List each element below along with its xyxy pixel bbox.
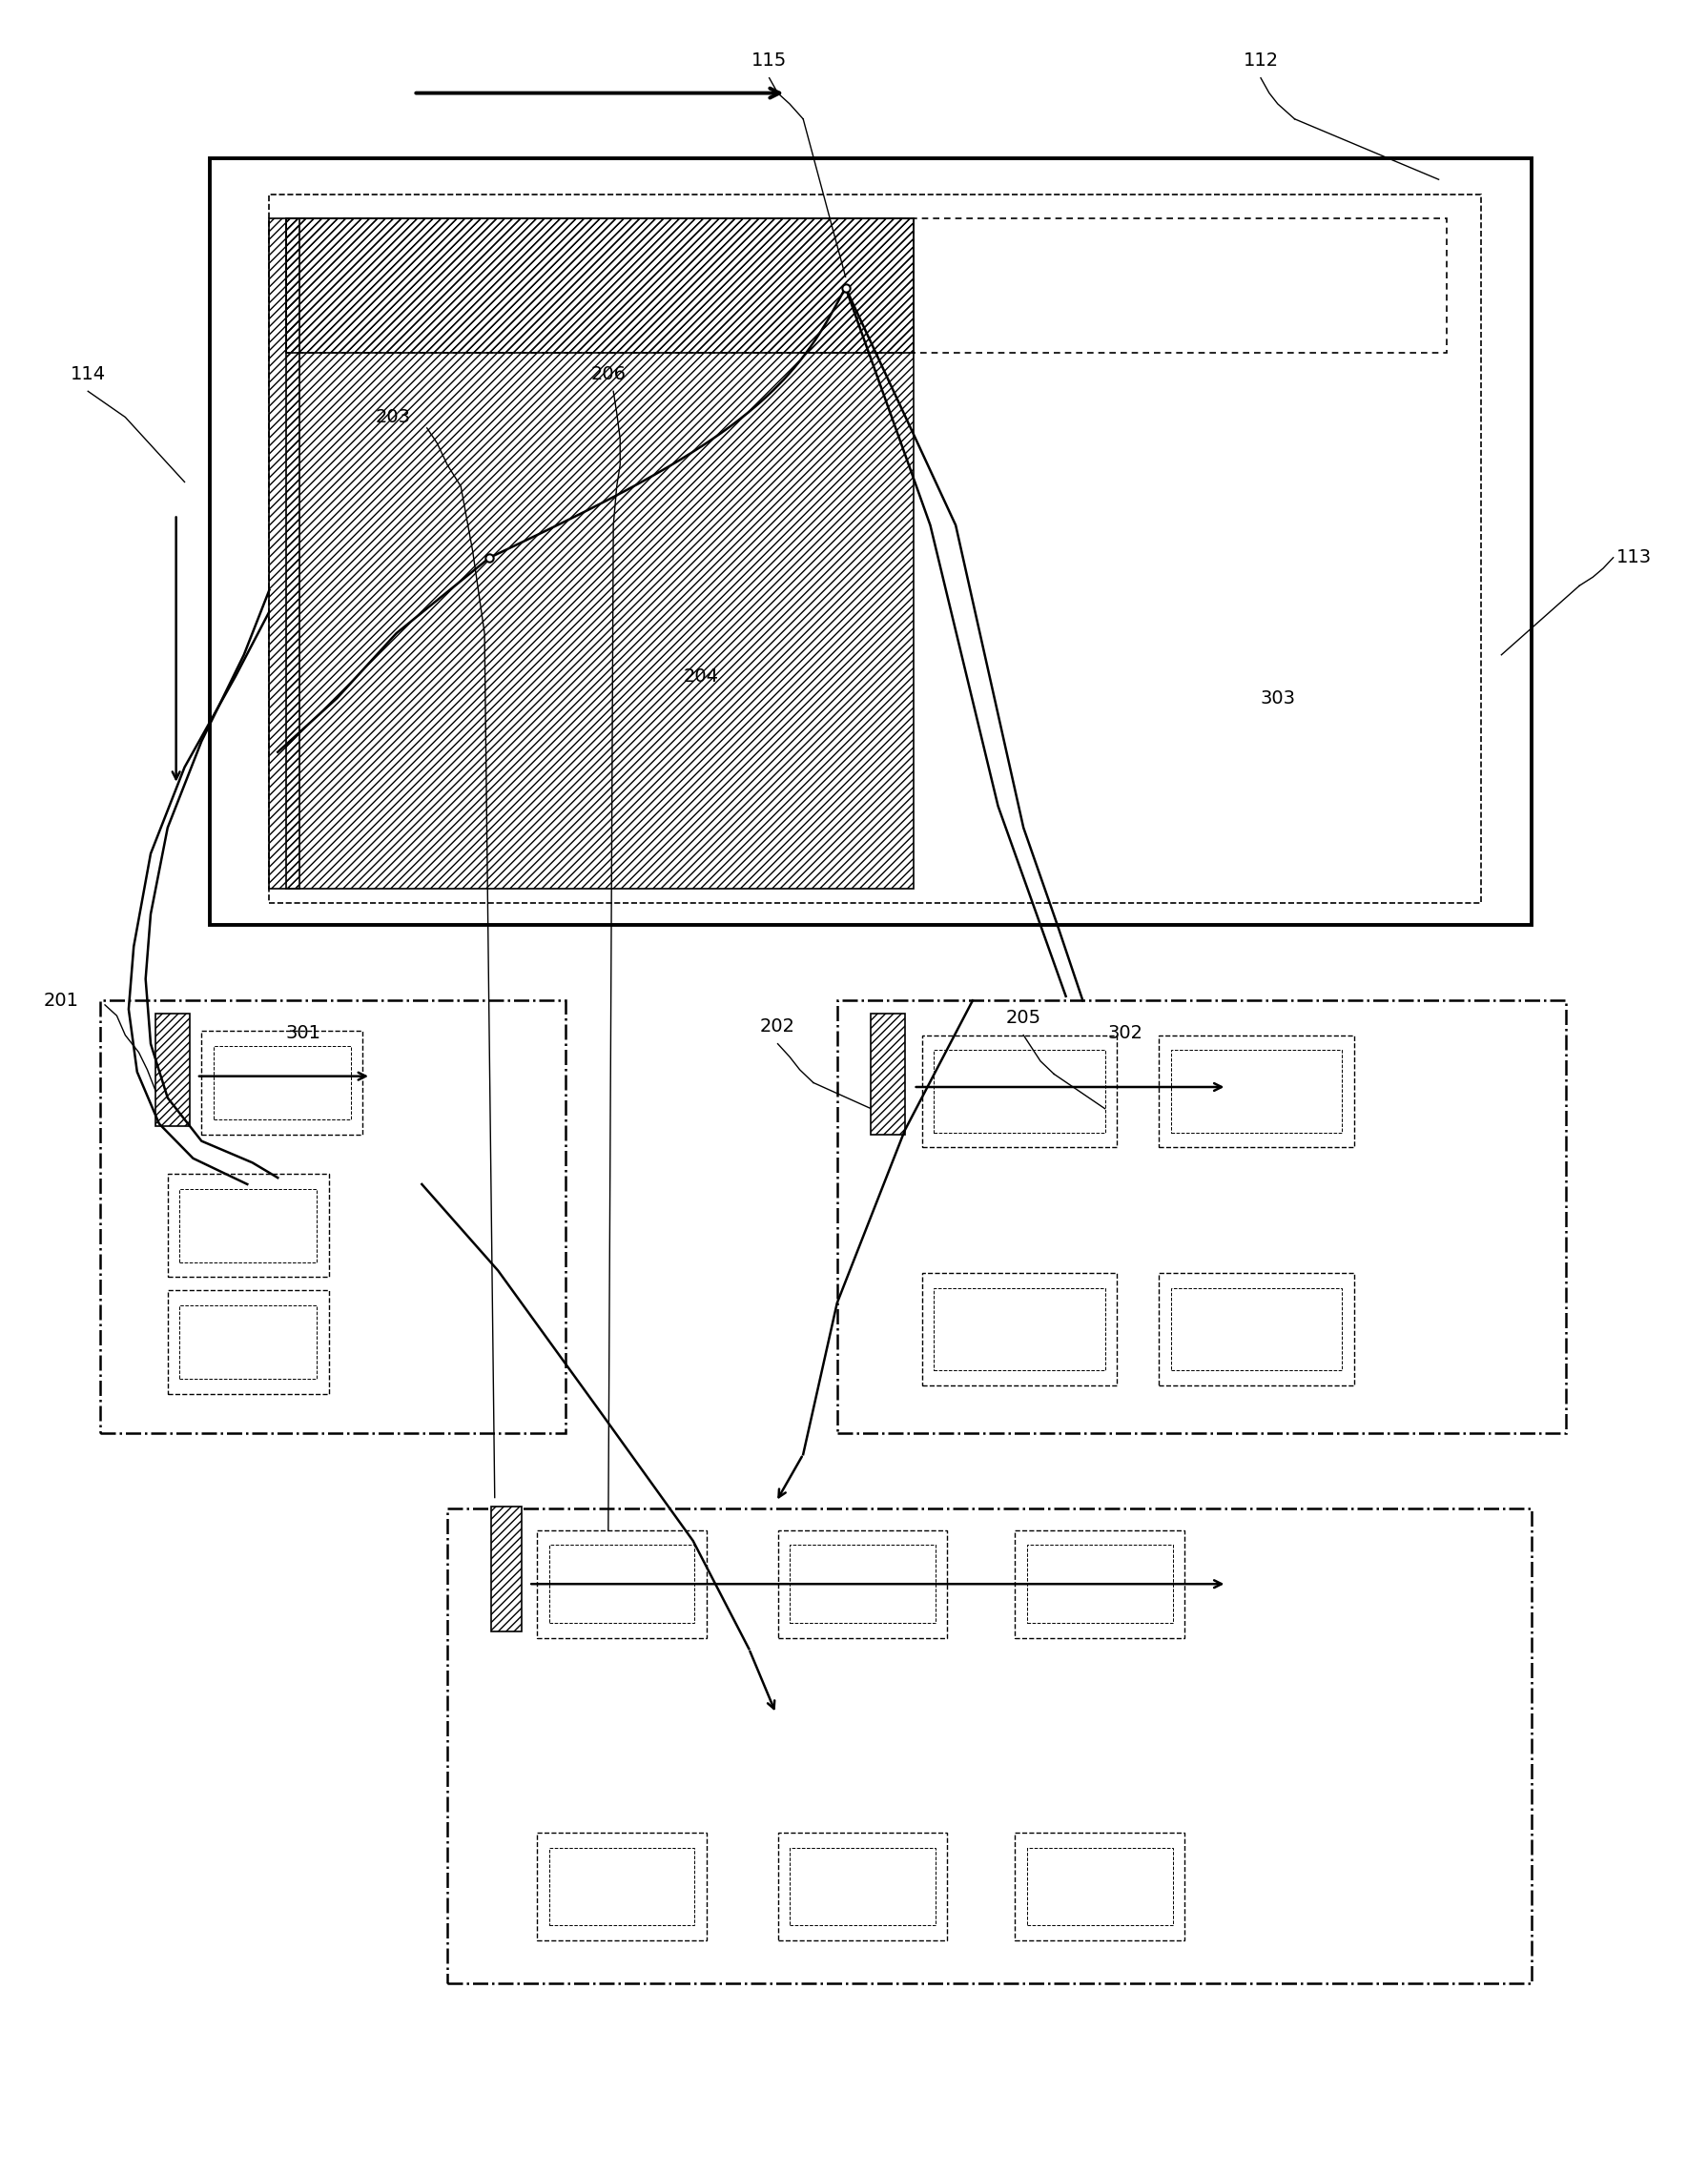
Bar	[155, 1013, 190, 1126]
Text: 204: 204	[683, 667, 719, 685]
Bar	[179, 1304, 316, 1378]
Bar	[167, 1289, 328, 1394]
Bar	[447, 1509, 1532, 1983]
Text: 303: 303	[1261, 689, 1295, 707]
Bar	[871, 1013, 905, 1135]
Bar	[210, 159, 1532, 924]
Text: 113: 113	[1616, 548, 1652, 567]
Bar	[287, 217, 1447, 889]
Bar	[789, 1848, 936, 1926]
Bar	[287, 217, 914, 352]
Bar	[214, 1046, 350, 1120]
Bar	[922, 1272, 1117, 1385]
Bar	[1160, 1272, 1354, 1385]
Bar	[492, 1507, 523, 1630]
Bar	[1160, 1035, 1354, 1148]
Bar	[1027, 1546, 1173, 1622]
Bar	[287, 217, 914, 889]
Text: 112: 112	[1243, 52, 1279, 70]
Text: 206: 206	[591, 365, 625, 383]
Text: 301: 301	[285, 1024, 321, 1041]
Bar	[1172, 1287, 1342, 1370]
Bar	[837, 1000, 1566, 1433]
Bar	[934, 1050, 1105, 1133]
Bar	[1015, 1530, 1184, 1637]
Bar	[922, 1035, 1117, 1148]
Text: 203: 203	[376, 409, 410, 426]
Bar	[536, 1530, 707, 1637]
Bar	[99, 1000, 565, 1433]
Bar	[536, 1833, 707, 1941]
Bar	[270, 217, 301, 889]
Bar	[179, 1189, 316, 1263]
Text: 201: 201	[43, 991, 79, 1009]
Text: 115: 115	[752, 52, 787, 70]
Bar	[1015, 1833, 1184, 1941]
Bar	[789, 1546, 936, 1622]
Text: 205: 205	[1006, 1009, 1042, 1026]
Bar	[777, 1530, 948, 1637]
Bar	[167, 1174, 328, 1276]
Bar	[1172, 1050, 1342, 1133]
Bar	[270, 196, 1481, 904]
Text: 302: 302	[1107, 1024, 1143, 1041]
Text: 114: 114	[70, 365, 106, 383]
Bar	[934, 1287, 1105, 1370]
Bar	[1027, 1848, 1173, 1926]
Text: 202: 202	[760, 1017, 796, 1035]
Bar	[287, 217, 1447, 352]
Bar	[548, 1546, 695, 1622]
Bar	[548, 1848, 695, 1926]
Bar	[777, 1833, 948, 1941]
Bar	[202, 1030, 362, 1135]
